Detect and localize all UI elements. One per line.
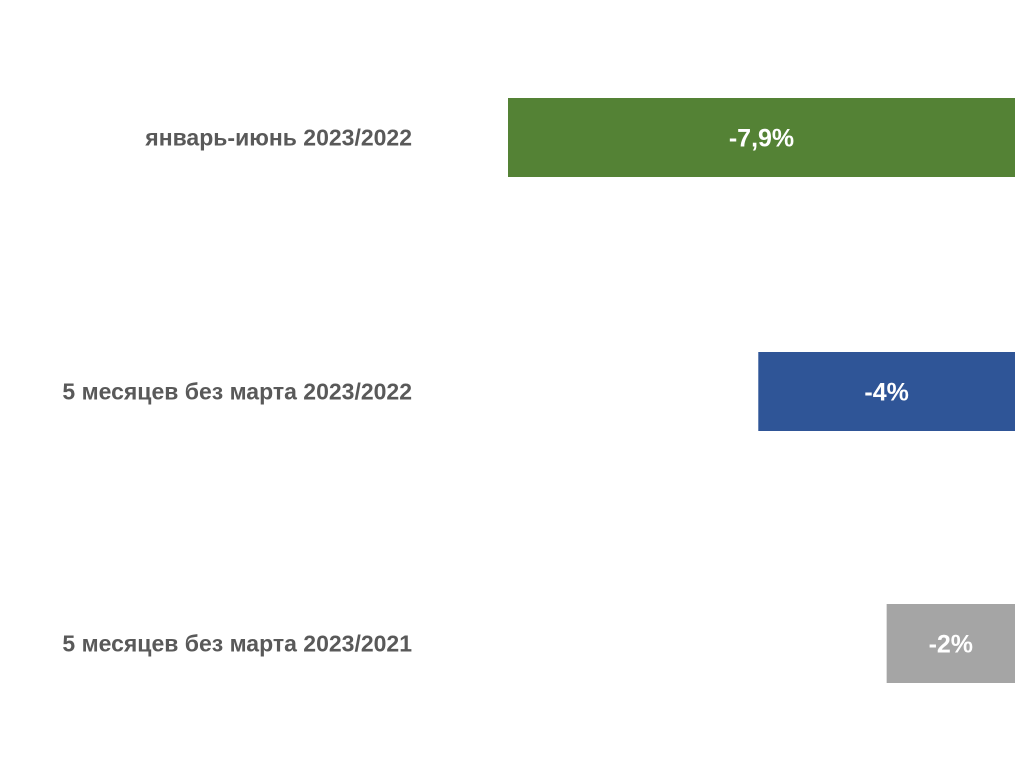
bar-2	[758, 352, 1015, 431]
bars-group: -7,9% январь-июнь 2023/2022 -4% 5 месяцев б…	[62, 98, 1015, 683]
data-label-2: -4%	[864, 379, 908, 407]
bar-1	[508, 98, 1015, 177]
data-label-1: -7,9%	[729, 125, 794, 153]
bar-3	[886, 604, 1015, 683]
category-label-2: 5 месяцев без марта 2023/2022	[62, 379, 412, 405]
category-label-1: январь-июнь 2023/2022	[144, 125, 412, 151]
data-label-3: -2%	[929, 631, 973, 659]
category-label-3: 5 месяцев без марта 2023/2021	[62, 631, 412, 657]
